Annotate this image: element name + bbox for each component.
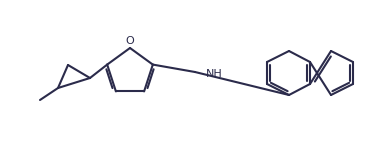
Text: NH: NH: [206, 69, 223, 79]
Text: O: O: [125, 36, 134, 46]
